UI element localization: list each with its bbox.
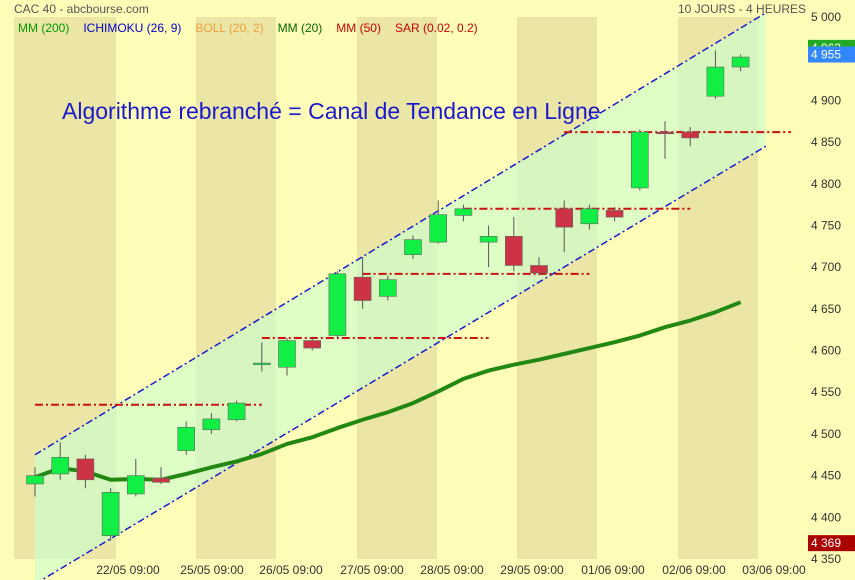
y-tick-label: 5 000 — [811, 10, 841, 24]
candle-body — [227, 402, 246, 421]
x-tick-label: 26/05 09:00 — [259, 563, 323, 577]
legend-item-1: ICHIMOKU (26, 9) — [83, 21, 182, 35]
y-tick-label: 4 600 — [811, 344, 841, 358]
candle-body — [328, 273, 347, 336]
y-tick-label: 4 900 — [811, 93, 841, 107]
x-tick-label: 01/06 09:00 — [581, 563, 645, 577]
day-band — [517, 17, 597, 559]
y-tick-label: 4 800 — [811, 177, 841, 191]
candle-body — [152, 477, 170, 483]
candle-body — [555, 208, 574, 228]
x-tick-label: 03/06 09:00 — [742, 563, 806, 577]
legend-item-2: BOLL (20, 2) — [195, 21, 264, 35]
candle-body — [656, 131, 674, 135]
instrument-title: CAC 40 - abcbourse.com — [14, 2, 149, 16]
candle-body — [26, 475, 44, 485]
candle-body — [429, 214, 448, 243]
candle-body — [202, 418, 221, 431]
y-tick-label: 4 750 — [811, 218, 841, 232]
candle-body — [605, 210, 624, 218]
candle-body — [404, 239, 422, 255]
candle-body — [630, 131, 649, 189]
candle-body — [731, 56, 750, 68]
candle-body — [504, 236, 523, 266]
y-tick-label: 4 500 — [811, 427, 841, 441]
candle-body — [706, 66, 725, 97]
y-tick-label: 4 700 — [811, 260, 841, 274]
channel-lower-line — [40, 145, 767, 580]
candle-body — [51, 456, 70, 475]
price-tag-current-box — [808, 46, 855, 63]
legend-item-0: MM (200) — [18, 21, 70, 35]
candle-body — [127, 475, 145, 495]
candle-body — [530, 265, 548, 274]
channel-upper-line — [34, 12, 767, 456]
candle-body — [580, 208, 599, 225]
candle-body — [479, 236, 498, 243]
candle-body — [454, 208, 473, 216]
x-tick-label: 29/05 09:00 — [500, 563, 564, 577]
y-tick-label: 4 450 — [811, 469, 841, 483]
x-tick-label: 02/06 09:00 — [662, 563, 726, 577]
candle-body — [253, 362, 271, 366]
legend-item-4: MM (50) — [336, 21, 381, 35]
price-tag-low-box — [808, 535, 855, 552]
candle-body — [681, 131, 700, 139]
price-tag-current: 4 955 — [811, 48, 841, 62]
price-tag-low: 4 369 — [811, 536, 841, 550]
x-tick-label: 25/05 09:00 — [180, 563, 244, 577]
indicator-legend: MM (200) ICHIMOKU (26, 9) BOLL (20, 2) MM (… — [18, 21, 492, 35]
x-tick-label: 28/05 09:00 — [420, 563, 484, 577]
legend-item-3: MM (20) — [277, 21, 323, 35]
y-tick-label: 4 850 — [811, 135, 841, 149]
y-tick-label: 4 400 — [811, 510, 841, 524]
candle-body — [101, 491, 120, 536]
candle-body — [378, 279, 397, 297]
candle-body — [278, 340, 296, 368]
y-tick-label: 4 550 — [811, 385, 841, 399]
candle-body — [303, 340, 322, 349]
candle-body — [353, 276, 372, 301]
candle-body — [177, 426, 195, 451]
y-tick-label: 4 650 — [811, 302, 841, 316]
x-tick-label: 27/05 09:00 — [340, 563, 404, 577]
annotation-text: Algorithme rebranché = Canal de Tendance… — [62, 98, 601, 124]
candle-body — [76, 458, 95, 481]
x-tick-label: 22/05 09:00 — [96, 563, 160, 577]
trend-channel-fill — [35, 12, 766, 580]
period-label: 10 JOURS - 4 HEURES — [678, 2, 807, 16]
legend-item-5: SAR (0.02, 0.2) — [394, 21, 478, 35]
y-tick-label: 4 350 — [811, 552, 841, 566]
